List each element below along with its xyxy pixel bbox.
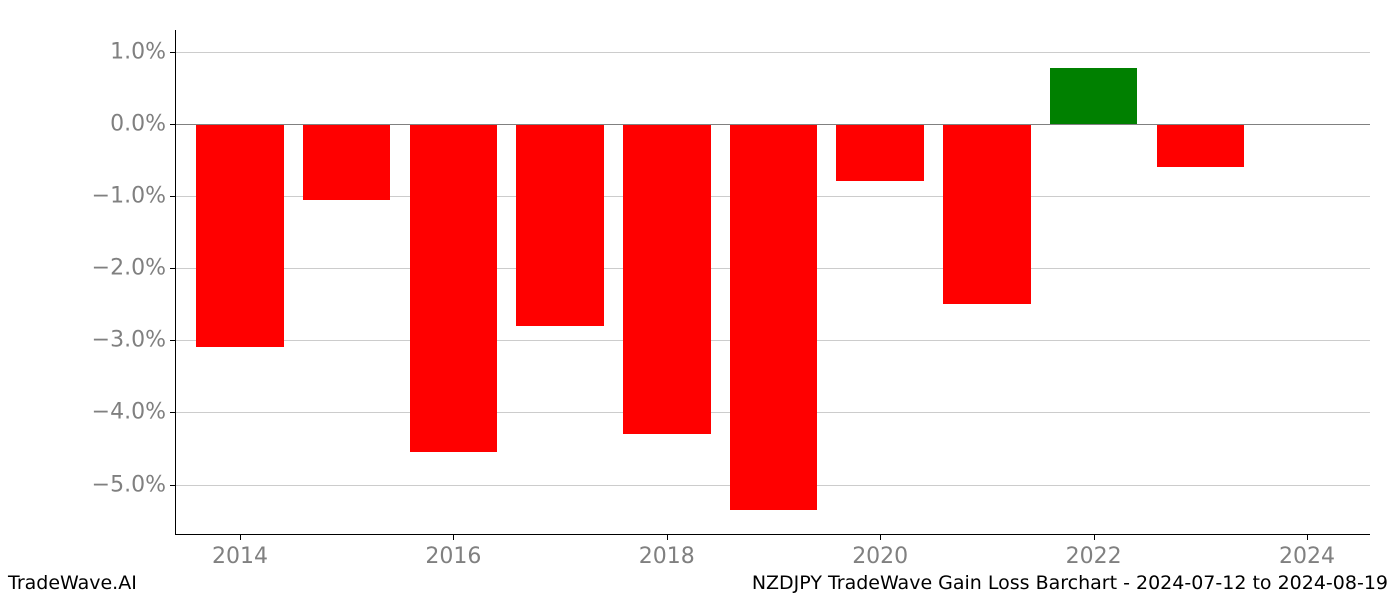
x-tick-label: 2016 bbox=[425, 534, 481, 569]
y-tick-label: −5.0% bbox=[92, 472, 176, 497]
bar bbox=[516, 124, 603, 326]
bar bbox=[943, 124, 1030, 304]
y-tick-label: −3.0% bbox=[92, 328, 176, 353]
bar bbox=[1157, 124, 1244, 167]
gridline bbox=[176, 52, 1370, 53]
bar bbox=[196, 124, 283, 348]
footer-left-text: TradeWave.AI bbox=[8, 572, 137, 594]
y-tick-label: −1.0% bbox=[92, 183, 176, 208]
x-tick-label: 2018 bbox=[639, 534, 695, 569]
y-tick-label: −4.0% bbox=[92, 400, 176, 425]
x-tick-label: 2014 bbox=[212, 534, 268, 569]
bar bbox=[1050, 68, 1137, 124]
y-tick-label: 0.0% bbox=[110, 111, 176, 136]
y-tick-label: −2.0% bbox=[92, 256, 176, 281]
x-tick-label: 2022 bbox=[1066, 534, 1122, 569]
bar bbox=[730, 124, 817, 510]
bar bbox=[623, 124, 710, 434]
y-tick-label: 1.0% bbox=[110, 39, 176, 64]
chart-container: −5.0% −4.0% −3.0% −2.0% −1.0% 0.0% 1.0% 2014 201… bbox=[0, 0, 1400, 600]
bar bbox=[303, 124, 390, 200]
zero-line bbox=[176, 124, 1370, 125]
plot-area: −5.0%−4.0%−3.0%−2.0%−1.0%0.0%1.0%2014201… bbox=[175, 30, 1370, 535]
x-tick-label: 2020 bbox=[852, 534, 908, 569]
bar bbox=[836, 124, 923, 182]
x-tick-label: 2024 bbox=[1279, 534, 1335, 569]
bar bbox=[410, 124, 497, 452]
footer-right-text: NZDJPY TradeWave Gain Loss Barchart - 20… bbox=[752, 572, 1388, 594]
